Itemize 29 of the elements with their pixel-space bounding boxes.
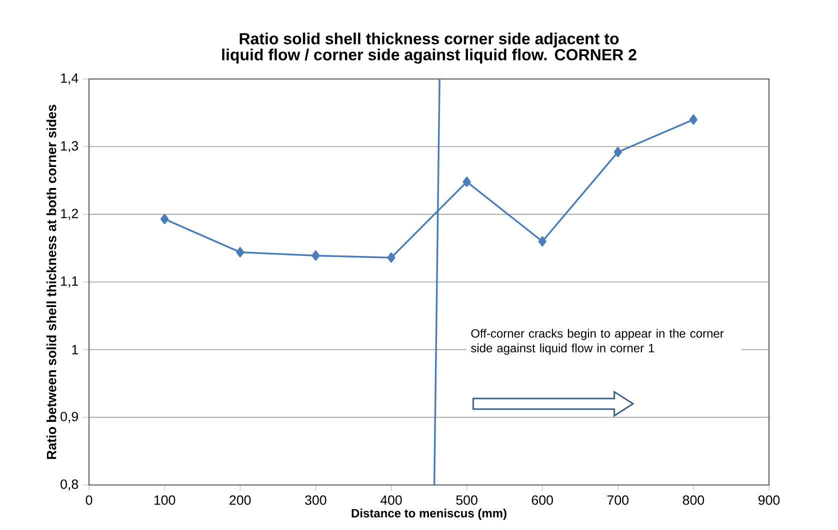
point <box>538 236 546 247</box>
point <box>614 146 622 158</box>
x-tick-label: 400 <box>380 495 402 505</box>
chart-title: Ratio solid shell thickness corner side adjacent to liquid flow / corner side against liquid flow. CORNER 2 <box>222 32 636 64</box>
x-tick-label: 600 <box>532 495 553 505</box>
point <box>312 250 320 261</box>
x-axis-title: Distance to meniscus (mm) <box>352 508 506 520</box>
y-tick-label: 0,9 <box>60 412 78 423</box>
y-axis-title: Ratio between solid shell thickness at both corner sides <box>46 104 56 459</box>
x-tick-label: 0 <box>86 495 92 505</box>
point <box>160 214 169 224</box>
x-tick-label: 500 <box>456 495 478 505</box>
point <box>689 114 698 125</box>
y-tick-label: 1,1 <box>61 276 78 288</box>
x-tick-label: 200 <box>230 495 251 505</box>
annotation: Off-corner cracks begin to appear in the corner side against liquid flow in corner 1 <box>471 328 724 355</box>
y-tick-label: 1 <box>72 345 78 354</box>
y-tick-label: 1,3 <box>61 141 78 152</box>
point <box>387 252 396 263</box>
x-tick-label: 900 <box>758 495 780 505</box>
x-tick-label: 300 <box>305 495 326 505</box>
y-tick-label: 1,4 <box>61 74 78 84</box>
x-tick-label: 800 <box>682 495 704 505</box>
y-tick-label: 0,8 <box>60 479 78 490</box>
point <box>462 176 471 187</box>
x-tick-label: 100 <box>154 495 176 505</box>
point <box>236 247 244 258</box>
x-tick-label: 700 <box>607 495 628 505</box>
y-tick-label: 1,2 <box>61 208 78 220</box>
